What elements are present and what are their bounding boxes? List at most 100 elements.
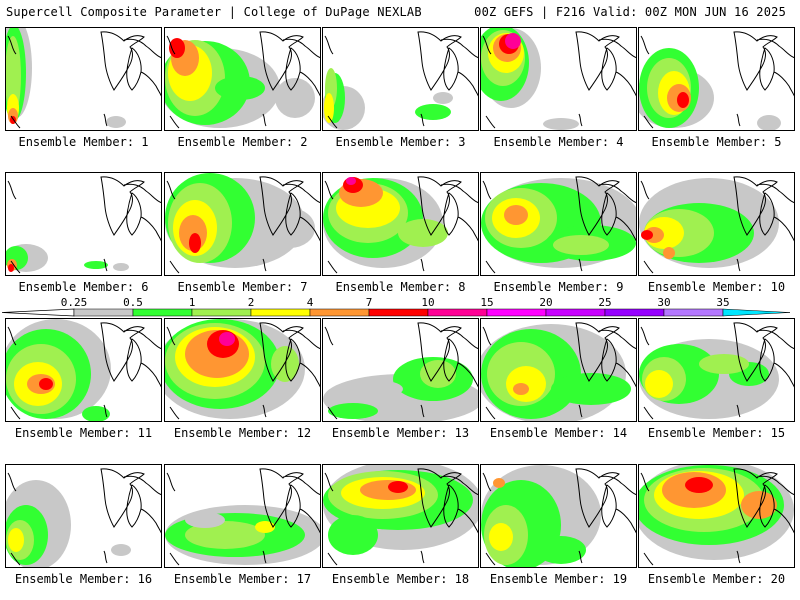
map-plot [6, 176, 161, 274]
scp-contour-red [8, 264, 14, 272]
scp-contour-gray [111, 544, 131, 556]
great-lakes-outline [324, 31, 478, 129]
map-plot [323, 465, 478, 566]
colorbar-tick-label: 10 [421, 296, 434, 309]
colorbar-segment [722, 308, 791, 317]
ensemble-member-label: Ensemble Member: 5 [651, 135, 782, 149]
map-plot [481, 322, 636, 421]
scp-contour-red [388, 481, 408, 493]
ensemble-member-label: Ensemble Member: 18 [331, 572, 470, 586]
map-plot [639, 176, 794, 274]
map-plot [639, 465, 794, 566]
scp-contour-red [169, 38, 185, 58]
scp-contour-green [82, 406, 110, 421]
ensemble-map-2 [164, 27, 321, 131]
map-plot [481, 176, 636, 274]
ensemble-member-label: Ensemble Member: 16 [14, 572, 153, 586]
colorbar-tick-label: 0.25 [61, 296, 88, 309]
map-plot [6, 28, 161, 129]
great-lakes-outline [324, 322, 478, 420]
scp-contour-green [84, 261, 108, 269]
scp-contour-lime [699, 354, 749, 374]
map-plot [481, 28, 636, 130]
ensemble-map-14 [480, 318, 637, 422]
ensemble-member-label: Ensemble Member: 17 [173, 572, 312, 586]
map-plot [165, 468, 320, 566]
great-lakes-outline [482, 468, 636, 566]
scp-contour-green [415, 104, 451, 120]
ensemble-member-label: Ensemble Member: 13 [331, 426, 470, 440]
ensemble-map-11 [5, 318, 162, 422]
scp-contour-orange [513, 383, 529, 395]
colorbar-segment [132, 308, 193, 317]
great-lakes-outline [482, 176, 636, 274]
scp-contour-gray [543, 118, 579, 130]
ensemble-member-label: Ensemble Member: 2 [177, 135, 308, 149]
great-lakes-outline [640, 31, 794, 129]
ensemble-map-7 [164, 172, 321, 276]
ensemble-map-4 [480, 27, 637, 131]
ensemble-member-label: Ensemble Member: 4 [493, 135, 624, 149]
ensemble-member-label: Ensemble Member: 1 [18, 135, 149, 149]
map-plot [165, 31, 320, 129]
ensemble-map-12 [164, 318, 321, 422]
colorbar-tick-label: 1 [189, 296, 196, 309]
ensemble-map-17 [164, 464, 321, 568]
colorbar-tick-label: 15 [480, 296, 493, 309]
scp-contour-gray [113, 263, 129, 271]
scp-contour-pink [505, 33, 521, 49]
scp-contour-red [10, 116, 16, 124]
scp-contour-gray [433, 92, 453, 104]
map-plot [165, 319, 320, 420]
great-lakes-outline [324, 176, 478, 274]
great-lakes-outline [482, 31, 636, 129]
great-lakes-outline [482, 322, 636, 420]
colorbar-segment [309, 308, 370, 317]
scp-contour-pink [219, 332, 235, 346]
scp-contour-red [641, 230, 653, 240]
scp-contour-red [677, 92, 689, 108]
ensemble-map-15 [638, 318, 795, 422]
map-plot [323, 322, 478, 421]
colorbar-segment [663, 308, 724, 317]
scp-contour-green [328, 515, 378, 555]
ensemble-map-16 [5, 464, 162, 568]
scp-contour-yellow [8, 528, 24, 552]
ensemble-member-label: Ensemble Member: 3 [335, 135, 466, 149]
scp-contour-orange [360, 480, 416, 500]
ensemble-member-label: Ensemble Member: 10 [647, 280, 786, 294]
great-lakes-outline [7, 176, 161, 274]
scp-contour-green [536, 536, 586, 564]
scp-contour-green [215, 76, 265, 100]
ensemble-map-6 [5, 172, 162, 276]
ensemble-member-label: Ensemble Member: 9 [493, 280, 624, 294]
map-plot [323, 31, 478, 130]
scp-contour-gray [185, 512, 225, 528]
scp-contour-orange [663, 247, 675, 259]
scp-contour-gray [757, 115, 781, 130]
ensemble-map-10 [638, 172, 795, 276]
scp-contour-lime [553, 235, 609, 255]
colorbar-segment [250, 308, 311, 317]
colorbar-tick-label: 2 [248, 296, 255, 309]
ensemble-member-label: Ensemble Member: 14 [489, 426, 628, 440]
scp-contour-orange [741, 491, 777, 519]
ensemble-map-1 [5, 27, 162, 131]
colorbar-segment [545, 308, 606, 317]
ensemble-member-label: Ensemble Member: 19 [489, 572, 628, 586]
scp-contour-orange [493, 478, 505, 488]
map-plot [323, 176, 478, 274]
colorbar-tick-label: 0.5 [123, 296, 143, 309]
ensemble-member-label: Ensemble Member: 15 [647, 426, 786, 440]
color-scale-bar: 0.25 0.5 1 2 4 7 10 15 20 25 30 35 [1, 296, 791, 317]
header-valid-time: 00Z GEFS | F216 Valid: 00Z MON JUN 16 20… [474, 5, 786, 19]
scp-contour-red [189, 233, 201, 253]
great-lakes-outline [640, 322, 794, 420]
scp-contour-green [328, 403, 378, 419]
colorbar-tick-label: 30 [657, 296, 670, 309]
great-lakes-outline [7, 31, 161, 129]
colorbar-segment [604, 308, 665, 317]
scp-contour-red [685, 477, 713, 493]
colorbar-segment [427, 308, 488, 317]
ensemble-member-label: Ensemble Member: 8 [335, 280, 466, 294]
